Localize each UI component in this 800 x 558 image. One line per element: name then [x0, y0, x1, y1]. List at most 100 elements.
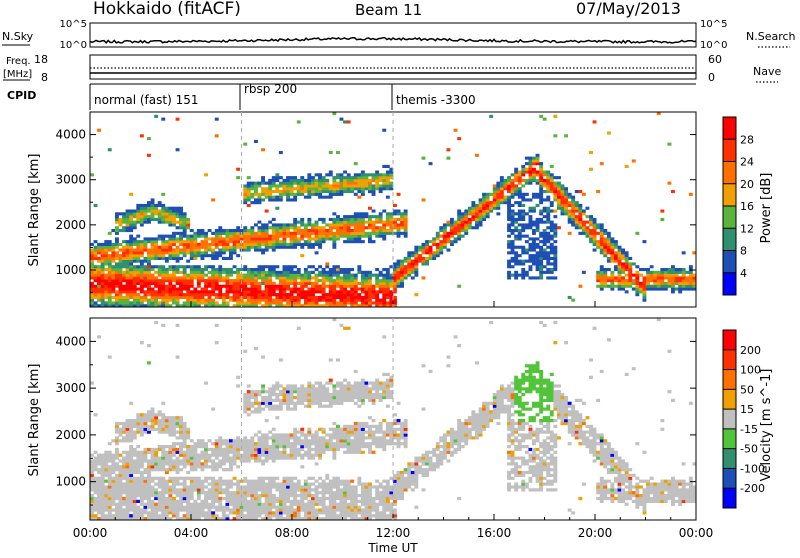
- power-cell: [307, 240, 311, 243]
- power-cell: [553, 223, 557, 226]
- velocity-cell: [197, 494, 201, 497]
- power-cell: [179, 221, 183, 224]
- power-cell: [500, 193, 504, 196]
- power-cell: [183, 212, 187, 215]
- power-cell: [318, 218, 322, 221]
- power-cell: [336, 235, 340, 238]
- power-cell: [97, 271, 101, 274]
- velocity-cell: [122, 500, 126, 503]
- range-tick-label: 4000: [55, 128, 86, 142]
- power-cell: [614, 257, 618, 260]
- power-cell: [243, 193, 247, 196]
- power-cell: [325, 285, 329, 288]
- velocity-cell: [179, 445, 183, 448]
- power-cell: [657, 282, 661, 285]
- velocity-cell: [279, 509, 283, 512]
- power-cell: [94, 204, 98, 207]
- velocity-cell: [161, 451, 165, 454]
- power-cell: [660, 210, 664, 213]
- power-cell: [208, 229, 212, 232]
- power-cell: [439, 249, 443, 252]
- power-cell: [318, 179, 322, 182]
- power-cell: [144, 274, 148, 277]
- power-cell: [265, 246, 269, 249]
- velocity-cell: [129, 474, 133, 477]
- power-cell: [461, 215, 465, 218]
- power-cell: [514, 262, 518, 265]
- velocity-cell: [104, 503, 108, 506]
- power-cell: [115, 285, 119, 288]
- velocity-cell: [126, 457, 130, 460]
- power-cell: [154, 246, 158, 249]
- power-cell: [610, 282, 614, 285]
- velocity-cell: [254, 459, 258, 462]
- power-cell: [318, 190, 322, 193]
- velocity-cell: [172, 480, 176, 483]
- power-cell: [183, 288, 187, 291]
- velocity-cell: [254, 402, 258, 405]
- power-cell: [628, 268, 632, 271]
- power-cell: [357, 221, 361, 224]
- power-cell: [532, 157, 536, 160]
- power-cell: [343, 276, 347, 279]
- power-cell: [553, 176, 557, 179]
- power-cell: [307, 296, 311, 299]
- velocity-cell: [179, 425, 183, 428]
- power-cell: [343, 274, 347, 277]
- velocity-cell: [261, 462, 265, 465]
- power-cell: [610, 246, 614, 249]
- power-cell: [129, 237, 133, 240]
- velocity-cell: [161, 485, 165, 488]
- power-cell: [147, 215, 151, 218]
- power-cell: [204, 279, 208, 282]
- power-cell: [468, 212, 472, 215]
- power-cell: [104, 257, 108, 260]
- power-cell: [254, 288, 258, 291]
- power-cell: [354, 193, 358, 196]
- power-cell: [258, 265, 262, 268]
- power-cell: [593, 237, 597, 240]
- power-cell: [307, 282, 311, 285]
- velocity-cell: [136, 454, 140, 457]
- power-cell: [243, 143, 247, 146]
- velocity-cell: [136, 431, 140, 434]
- power-cell: [179, 212, 183, 215]
- power-cell: [115, 276, 119, 279]
- power-cell: [325, 301, 329, 304]
- velocity-cell: [265, 396, 269, 399]
- power-cell: [468, 210, 472, 213]
- power-cell: [140, 271, 144, 274]
- power-cell: [610, 288, 614, 291]
- velocity-cell: [147, 413, 151, 416]
- power-cell: [375, 215, 379, 218]
- velocity-cell: [161, 514, 165, 517]
- power-cell: [272, 293, 276, 296]
- power-cell: [354, 240, 358, 243]
- power-cell: [382, 129, 386, 132]
- power-cell: [447, 232, 451, 235]
- power-cell: [539, 265, 543, 268]
- power-cell: [258, 299, 262, 302]
- power-cell: [272, 301, 276, 304]
- power-cell: [457, 229, 461, 232]
- power-cell: [201, 301, 205, 304]
- power-cell: [518, 262, 522, 265]
- power-cell: [521, 179, 525, 182]
- velocity-cell: [119, 483, 123, 486]
- power-cell: [304, 243, 308, 246]
- power-cell: [529, 182, 533, 185]
- power-cell: [176, 276, 180, 279]
- power-cell: [657, 279, 661, 282]
- power-cell: [621, 268, 625, 271]
- velocity-cell: [158, 422, 162, 425]
- power-cell: [297, 243, 301, 246]
- power-cell: [126, 265, 130, 268]
- power-cell: [318, 226, 322, 229]
- cpid-segment-themis: themis -3300: [396, 93, 476, 107]
- power-cell: [536, 157, 540, 160]
- power-cell: [575, 204, 579, 207]
- power-cell: [243, 226, 247, 229]
- velocity-cell: [268, 445, 272, 448]
- velocity-cell: [165, 454, 169, 457]
- power-cell: [389, 276, 393, 279]
